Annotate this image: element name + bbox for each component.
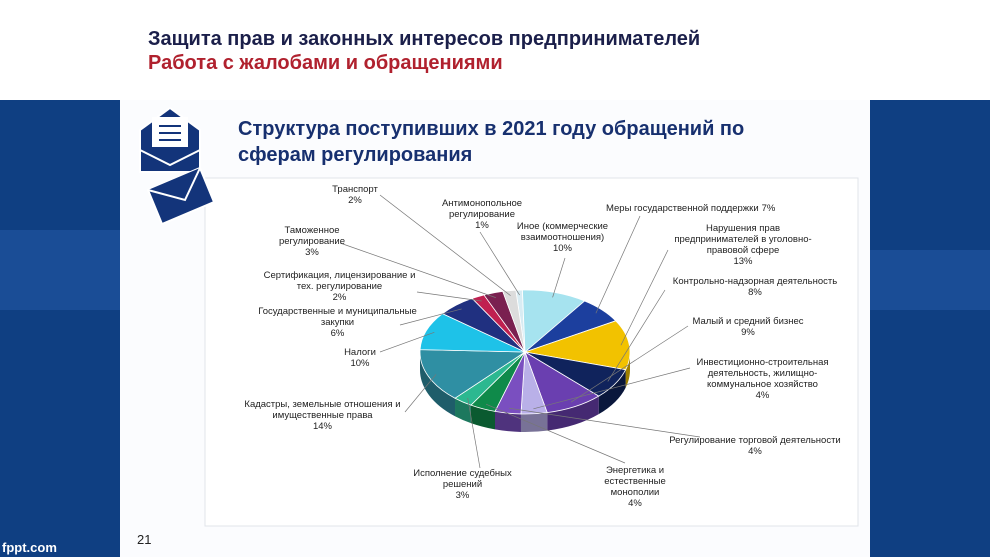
leader-line bbox=[595, 215, 641, 314]
slice-label: Таможенное регулирование 3% bbox=[262, 225, 362, 258]
category-name: Антимонопольное регулирование bbox=[441, 198, 523, 220]
slice-label: Энергетика и естественные монополии 4% bbox=[580, 465, 690, 509]
category-name: Транспорт bbox=[332, 184, 378, 195]
leader-line bbox=[620, 249, 669, 346]
slice-side bbox=[470, 405, 496, 430]
footer: fppt.com bbox=[2, 540, 57, 555]
slice-label: Кадастры, земельные отношения и имуществ… bbox=[240, 399, 405, 432]
value-label: 9% bbox=[741, 327, 755, 338]
value-label: 10% bbox=[350, 358, 370, 369]
category-name: Контрольно-надзорная деятельность bbox=[672, 276, 838, 287]
slice-label: Транспорт 2% bbox=[325, 184, 385, 206]
leader-line bbox=[399, 308, 462, 326]
leader-line bbox=[570, 325, 689, 403]
value-label: 13% bbox=[733, 256, 753, 267]
leader-line bbox=[533, 367, 691, 410]
value-label: 4% bbox=[755, 390, 770, 401]
leader-line bbox=[379, 331, 435, 353]
slice-label: Сертификация, лицензирование и тех. регу… bbox=[262, 270, 417, 303]
slice-side bbox=[495, 411, 521, 432]
slice-label: Исполнение судебных решений 3% bbox=[405, 468, 520, 501]
slice-label: Контрольно-надзорная деятельность 8% bbox=[665, 276, 845, 298]
category-name: Нарушения прав предпринимателей в уголов… bbox=[674, 223, 812, 256]
slice-side bbox=[420, 352, 456, 417]
slice-label: Малый и средний бизнес 9% bbox=[688, 316, 808, 338]
slice-side bbox=[455, 398, 471, 424]
leader-line bbox=[607, 289, 666, 382]
pie-slice bbox=[419, 349, 527, 399]
slide-title: Структура поступивших в 2021 году обраще… bbox=[238, 118, 745, 166]
value-label: 7% bbox=[761, 203, 776, 214]
category-name: Меры государственной поддержки bbox=[606, 203, 759, 214]
leader-line bbox=[339, 242, 496, 298]
leader-line bbox=[479, 231, 520, 296]
envelope-icon bbox=[139, 106, 216, 226]
header-subtitle: Работа с жалобами и обращениями bbox=[148, 52, 503, 74]
value-label: 1% bbox=[475, 220, 489, 231]
value-label: 2% bbox=[332, 292, 347, 303]
slice-side bbox=[598, 369, 626, 415]
leader-line bbox=[467, 397, 481, 469]
category-name: Иное (коммерческие взаимоотношения) bbox=[516, 221, 609, 243]
slice-label: Антимонопольное регулирование 1% bbox=[422, 198, 542, 231]
stripe bbox=[870, 250, 990, 310]
value-label: 4% bbox=[628, 498, 642, 509]
slice-side bbox=[547, 396, 599, 431]
slice-label: Инвестиционно-строительная деятельность,… bbox=[690, 357, 835, 401]
page-number: 21 bbox=[137, 532, 152, 547]
slice-label: Налоги 10% bbox=[330, 347, 390, 369]
value-label: 3% bbox=[455, 490, 470, 501]
leader-line bbox=[485, 403, 626, 464]
category-name: Государственные и муниципальные закупки bbox=[258, 306, 417, 328]
value-label: 4% bbox=[748, 446, 762, 457]
category-name: Инвестиционно-строительная деятельность,… bbox=[696, 357, 829, 390]
value-label: 10% bbox=[552, 243, 572, 254]
leader-line bbox=[404, 374, 437, 413]
value-label: 14% bbox=[312, 421, 332, 432]
leader-line bbox=[509, 407, 701, 438]
slice-label: Регулирование торговой деятельности 4% bbox=[660, 435, 850, 457]
category-name: Сертификация, лицензирование и тех. регу… bbox=[263, 270, 416, 292]
slice-label: Нарушения прав предпринимателей в уголов… bbox=[668, 223, 818, 267]
header-title: Защита прав и законных интересов предпри… bbox=[148, 28, 701, 50]
slice-side bbox=[520, 412, 548, 432]
slice-label: Меры государственной поддержки 7% bbox=[606, 203, 796, 214]
pie-slice bbox=[502, 289, 526, 353]
pie-slice bbox=[524, 320, 631, 371]
stripe bbox=[0, 230, 120, 310]
category-name: Таможенное регулирование bbox=[278, 225, 346, 247]
slice-label: Государственные и муниципальные закупки 6… bbox=[250, 306, 425, 339]
category-name: Кадастры, земельные отношения и имуществ… bbox=[244, 399, 401, 421]
value-label: 8% bbox=[748, 287, 762, 298]
value-label: 6% bbox=[330, 328, 345, 339]
category-name: Энергетика и естественные монополии bbox=[604, 465, 666, 498]
slice-label: Иное (коммерческие взаимоотношения) 10% bbox=[505, 221, 620, 254]
value-label: 3% bbox=[305, 247, 319, 258]
category-name: Малый и средний бизнес bbox=[692, 316, 804, 327]
leader-line bbox=[379, 194, 511, 296]
leader-line bbox=[416, 291, 482, 302]
value-label: 2% bbox=[348, 195, 362, 206]
category-name: Исполнение судебных решений bbox=[413, 468, 512, 490]
category-name: Регулирование торговой деятельности bbox=[669, 435, 841, 446]
leader-line bbox=[552, 257, 566, 298]
category-name: Налоги bbox=[344, 347, 376, 358]
